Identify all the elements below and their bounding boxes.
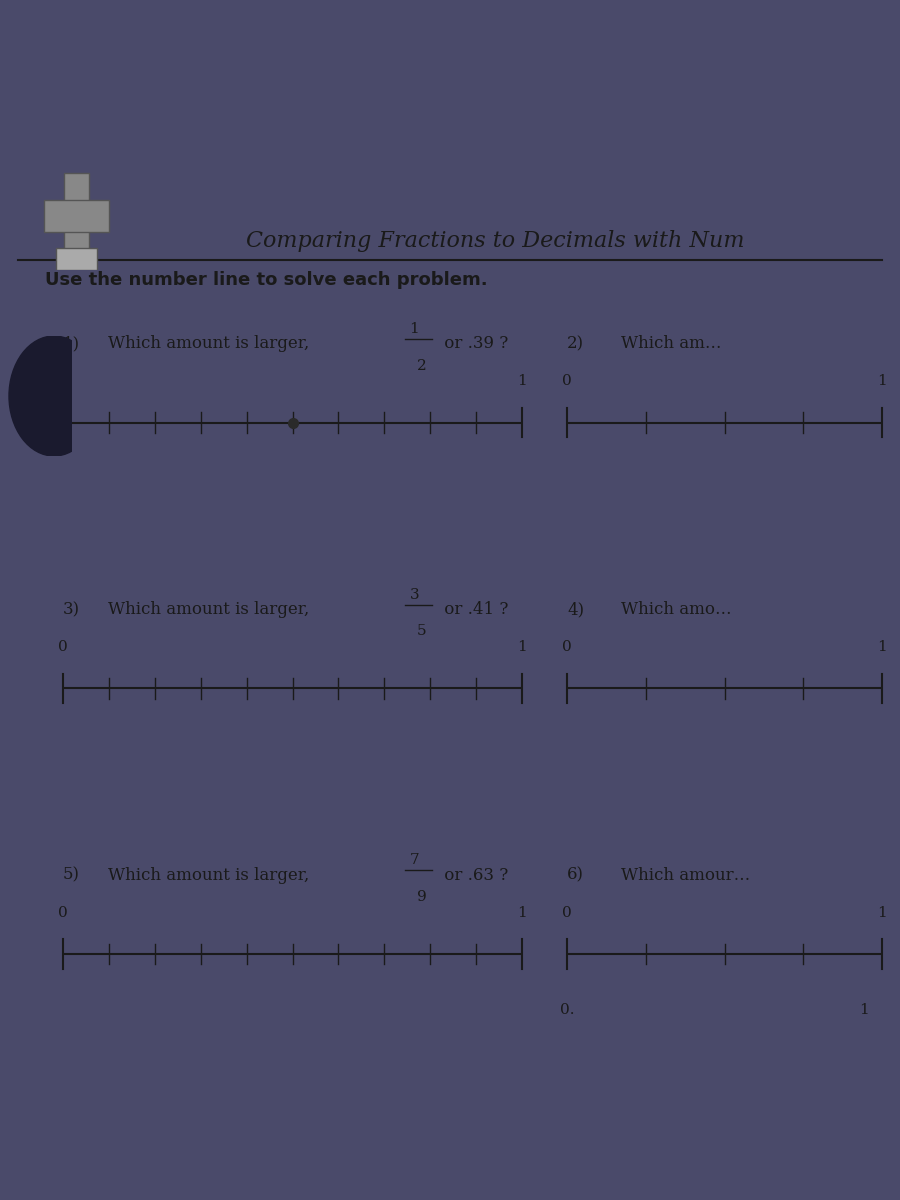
Text: 0.: 0. — [560, 1003, 574, 1018]
Text: 5: 5 — [417, 624, 427, 638]
Text: 0: 0 — [58, 906, 68, 919]
Text: 0: 0 — [562, 374, 572, 389]
Text: 5): 5) — [63, 866, 80, 883]
Text: 1: 1 — [518, 906, 526, 919]
Text: 3): 3) — [63, 601, 80, 618]
Text: 0: 0 — [58, 374, 68, 389]
Text: 1: 1 — [860, 1003, 868, 1018]
Text: 3: 3 — [410, 588, 419, 601]
Text: 1: 1 — [518, 640, 526, 654]
FancyBboxPatch shape — [65, 173, 88, 259]
Text: 9: 9 — [417, 890, 427, 904]
Text: 1: 1 — [878, 374, 886, 389]
Text: 7: 7 — [410, 853, 419, 868]
Text: 0: 0 — [562, 640, 572, 654]
Text: Which amount is larger,: Which amount is larger, — [108, 601, 314, 618]
Text: 1): 1) — [63, 336, 80, 353]
FancyBboxPatch shape — [56, 248, 97, 270]
Text: 4): 4) — [567, 601, 584, 618]
Text: 2: 2 — [417, 359, 427, 373]
Text: or .41 ?: or .41 ? — [439, 601, 508, 618]
Text: Which am…: Which am… — [621, 336, 722, 353]
Text: Comparing Fractions to Decimals with Num: Comparing Fractions to Decimals with Num — [246, 229, 744, 252]
Text: 1: 1 — [878, 906, 886, 919]
Text: 1: 1 — [518, 374, 526, 389]
Text: 2): 2) — [567, 336, 584, 353]
Text: 6): 6) — [567, 866, 584, 883]
Text: Use the number line to solve each problem.: Use the number line to solve each proble… — [45, 271, 488, 289]
Text: 0: 0 — [58, 640, 68, 654]
Text: 1: 1 — [410, 322, 419, 336]
FancyBboxPatch shape — [44, 199, 109, 233]
Text: 1: 1 — [878, 640, 886, 654]
Text: or .63 ?: or .63 ? — [439, 866, 508, 883]
Text: Which amo…: Which amo… — [621, 601, 732, 618]
Circle shape — [9, 336, 99, 456]
Text: 0: 0 — [562, 906, 572, 919]
Text: Which amount is larger,: Which amount is larger, — [108, 866, 314, 883]
Text: Which amour…: Which amour… — [621, 866, 751, 883]
Text: or .39 ?: or .39 ? — [439, 336, 508, 353]
Text: Which amount is larger,: Which amount is larger, — [108, 336, 314, 353]
